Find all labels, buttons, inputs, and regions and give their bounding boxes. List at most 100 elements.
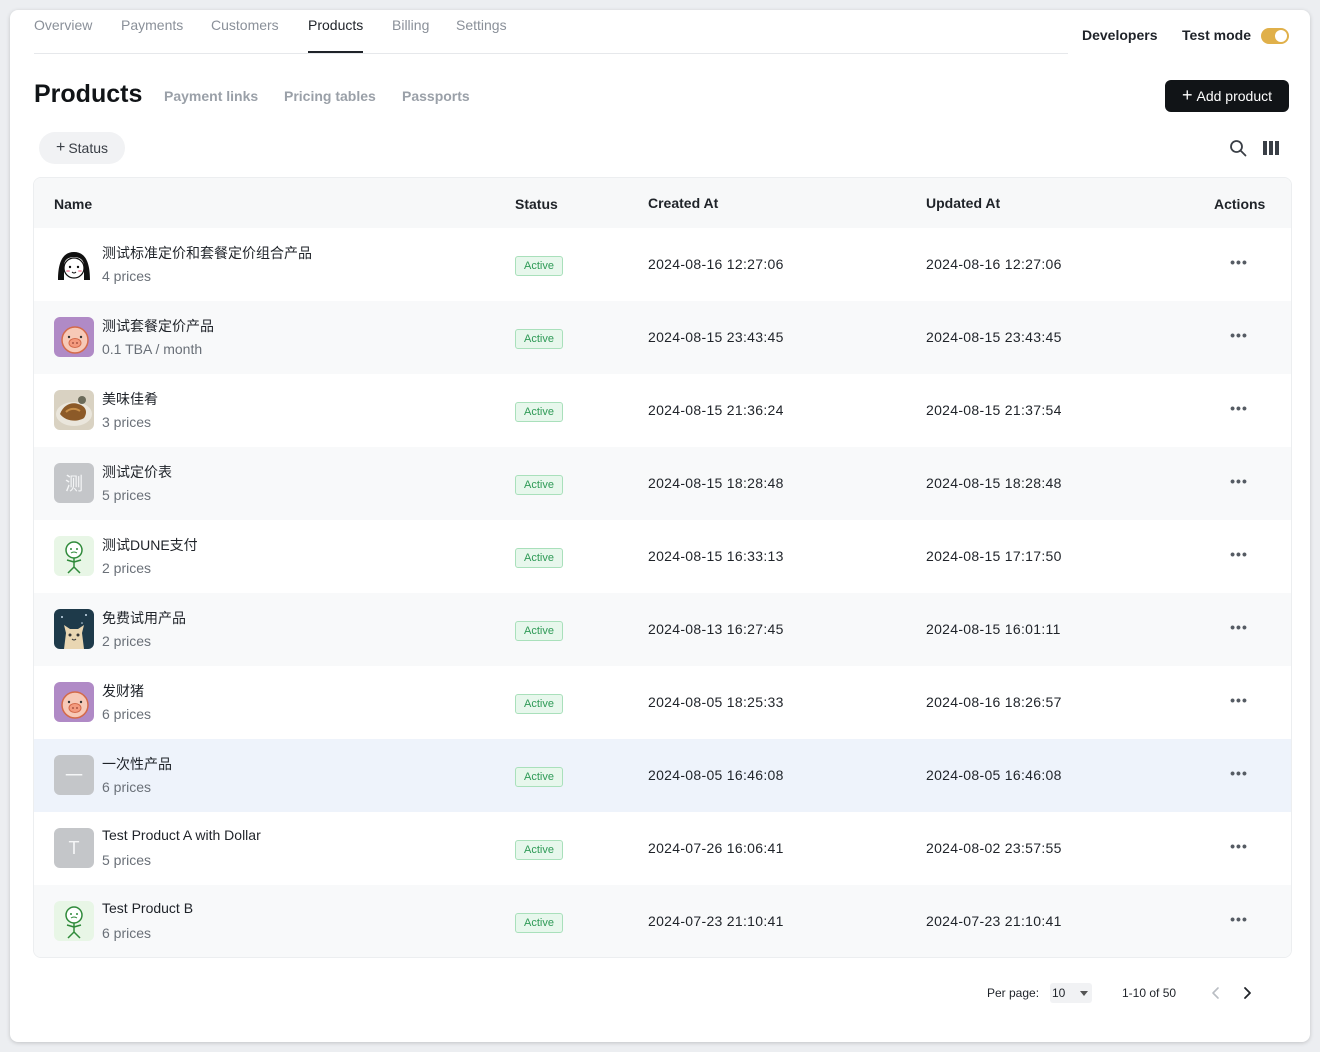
plus-icon: + — [1181, 85, 1193, 105]
pagination-range: 1-10 of 50 — [1122, 986, 1177, 1000]
product-price-summary: 6 prices — [102, 706, 152, 722]
product-avatar-letter: T — [54, 828, 94, 868]
more-actions-icon[interactable]: ••• — [1230, 254, 1248, 270]
more-actions-icon[interactable]: ••• — [1230, 619, 1248, 635]
product-name[interactable]: Test Product A with Dollar — [102, 827, 261, 843]
product-avatar-green-figure-icon — [54, 536, 94, 576]
table-row[interactable]: 测试套餐定价产品 0.1 TBA / month Active 2024-08-… — [34, 301, 1291, 374]
subtab-pricing-tables[interactable]: Pricing tables — [284, 88, 376, 104]
per-page-value: 10 — [1052, 986, 1066, 1000]
product-price-summary: 6 prices — [102, 925, 152, 941]
status-badge: Active — [515, 840, 563, 860]
product-avatar-pig-icon — [54, 317, 94, 357]
more-actions-icon[interactable]: ••• — [1230, 692, 1248, 708]
more-actions-icon[interactable]: ••• — [1230, 911, 1248, 927]
table-row[interactable]: 一 一次性产品 6 prices Active 2024-08-05 16:46… — [34, 739, 1291, 812]
column-header-actions: Actions — [1214, 196, 1266, 212]
product-price-summary: 5 prices — [102, 852, 152, 868]
product-name[interactable]: 免费试用产品 — [102, 610, 186, 626]
more-actions-icon[interactable]: ••• — [1230, 327, 1248, 343]
test-mode-label: Test mode — [1182, 27, 1251, 43]
table-row[interactable]: 发财猪 6 prices Active 2024-08-05 18:25:33 … — [34, 666, 1291, 739]
column-header-status[interactable]: Status — [515, 196, 558, 212]
created-at: 2024-08-05 18:25:33 — [648, 694, 784, 710]
created-at: 2024-07-26 16:06:41 — [648, 840, 784, 856]
page-title: Products — [34, 80, 143, 108]
updated-at: 2024-08-05 16:46:08 — [926, 767, 1062, 783]
tab-payments[interactable]: Payments — [121, 17, 184, 33]
created-at: 2024-08-16 12:27:06 — [648, 256, 784, 272]
per-page-label: Per page: — [987, 986, 1040, 1000]
table-row[interactable]: 测试标准定价和套餐定价组合产品 4 prices Active 2024-08-… — [34, 228, 1291, 301]
product-name[interactable]: 测试定价表 — [102, 464, 172, 480]
created-at: 2024-08-15 23:43:45 — [648, 329, 784, 345]
subtab-passports[interactable]: Passports — [402, 88, 470, 104]
table-row[interactable]: T Test Product A with Dollar 5 prices Ac… — [34, 812, 1291, 885]
product-name[interactable]: 测试DUNE支付 — [102, 537, 198, 553]
product-price-summary: 3 prices — [102, 414, 152, 430]
product-avatar-cat-photo — [54, 609, 94, 649]
test-mode-toggle[interactable] — [1261, 28, 1289, 44]
add-product-label: Add product — [1196, 88, 1273, 104]
product-name[interactable]: 美味佳肴 — [102, 391, 158, 407]
status-badge: Active — [515, 548, 563, 568]
chevron-right-icon[interactable] — [1239, 984, 1255, 1002]
product-name[interactable]: 一次性产品 — [102, 756, 172, 772]
developers-link[interactable]: Developers — [1082, 27, 1158, 43]
updated-at: 2024-08-15 23:43:45 — [926, 329, 1062, 345]
updated-at: 2024-07-23 21:10:41 — [926, 913, 1062, 929]
status-badge: Active — [515, 767, 563, 787]
product-avatar-girl-face-icon — [54, 244, 94, 284]
product-avatar-letter: 测 — [54, 463, 94, 503]
more-actions-icon[interactable]: ••• — [1230, 546, 1248, 562]
updated-at: 2024-08-16 12:27:06 — [926, 256, 1062, 272]
table-row[interactable]: Test Product B 6 prices Active 2024-07-2… — [34, 885, 1291, 957]
updated-at: 2024-08-15 16:01:11 — [926, 621, 1061, 637]
table-row[interactable]: 美味佳肴 3 prices Active 2024-08-15 21:36:24… — [34, 374, 1291, 447]
chevron-left-icon[interactable] — [1208, 984, 1224, 1002]
product-name[interactable]: Test Product B — [102, 900, 194, 916]
created-at: 2024-07-23 21:10:41 — [648, 913, 784, 929]
toggle-knob — [1275, 30, 1287, 42]
more-actions-icon[interactable]: ••• — [1230, 473, 1248, 489]
tab-settings[interactable]: Settings — [456, 17, 507, 33]
status-badge: Active — [515, 913, 563, 933]
tab-products[interactable]: Products — [308, 17, 364, 53]
tab-customers[interactable]: Customers — [211, 17, 279, 33]
column-header-created-at[interactable]: Created At — [648, 195, 719, 211]
status-filter-chip[interactable]: + Status — [39, 132, 125, 164]
status-badge: Active — [515, 256, 563, 276]
product-price-summary: 0.1 TBA / month — [102, 341, 203, 357]
product-price-summary: 5 prices — [102, 487, 152, 503]
product-price-summary: 2 prices — [102, 633, 152, 649]
more-actions-icon[interactable]: ••• — [1230, 400, 1248, 416]
product-name[interactable]: 测试套餐定价产品 — [102, 318, 214, 334]
subtab-payment-links[interactable]: Payment links — [164, 88, 259, 104]
table-row[interactable]: 测 测试定价表 5 prices Active 2024-08-15 18:28… — [34, 447, 1291, 520]
tab-overview[interactable]: Overview — [34, 17, 93, 33]
columns-icon[interactable] — [1263, 140, 1279, 156]
more-actions-icon[interactable]: ••• — [1230, 765, 1248, 781]
per-page-select[interactable]: 10 — [1050, 983, 1092, 1003]
app-window: Overview Payments Customers Products Bil… — [10, 10, 1310, 1042]
status-badge: Active — [515, 694, 563, 714]
add-product-button[interactable]: + Add product — [1165, 80, 1289, 112]
more-actions-icon[interactable]: ••• — [1230, 838, 1248, 854]
column-header-name[interactable]: Name — [54, 196, 93, 212]
product-name[interactable]: 测试标准定价和套餐定价组合产品 — [102, 245, 312, 261]
column-header-updated-at[interactable]: Updated At — [926, 195, 1001, 211]
status-badge: Active — [515, 329, 563, 349]
created-at: 2024-08-15 16:33:13 — [648, 548, 784, 564]
table-row[interactable]: 免费试用产品 2 prices Active 2024-08-13 16:27:… — [34, 593, 1291, 666]
status-filter-label: Status — [68, 140, 109, 156]
product-name[interactable]: 发财猪 — [102, 683, 144, 699]
product-avatar-pig-icon — [54, 682, 94, 722]
updated-at: 2024-08-15 17:17:50 — [926, 548, 1062, 564]
updated-at: 2024-08-15 18:28:48 — [926, 475, 1062, 491]
top-nav: Overview Payments Customers Products Bil… — [34, 10, 1068, 54]
product-price-summary: 4 prices — [102, 268, 152, 284]
tab-billing[interactable]: Billing — [392, 17, 430, 33]
updated-at: 2024-08-02 23:57:55 — [926, 840, 1062, 856]
table-row[interactable]: 测试DUNE支付 2 prices Active 2024-08-15 16:3… — [34, 520, 1291, 593]
search-icon[interactable] — [1229, 139, 1247, 157]
